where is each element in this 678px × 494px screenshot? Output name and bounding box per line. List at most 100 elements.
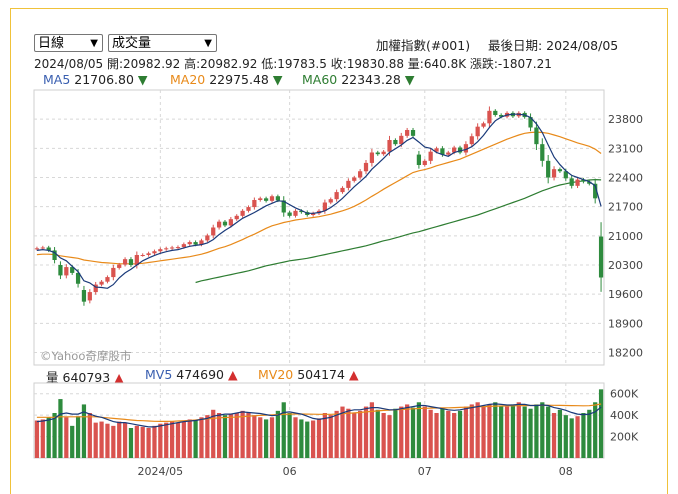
ma60-arrow: ▼ — [404, 72, 415, 87]
volume-bar — [598, 389, 604, 458]
price-plot-border — [33, 89, 605, 366]
candle-body — [169, 247, 175, 249]
candle-body — [546, 160, 551, 178]
date-tick-label: 07 — [418, 465, 432, 478]
price-tick-label: 21000 — [608, 230, 643, 243]
volume-bar — [563, 415, 568, 458]
candle-body — [140, 255, 145, 256]
volume-bar — [93, 422, 98, 458]
volume-bar — [140, 426, 145, 458]
volume-bar — [334, 410, 339, 458]
volume-bar — [305, 421, 310, 458]
volume-bars — [34, 389, 604, 458]
mv5-legend: MV5 474690 ▲ — [145, 367, 238, 382]
candle-body — [58, 265, 63, 276]
chevron-down-icon: ▼ — [204, 38, 212, 49]
volume-bar — [34, 420, 40, 458]
price-tick-label: 22400 — [608, 172, 643, 185]
volume-bar — [569, 418, 574, 458]
candle-body — [134, 255, 139, 265]
price-tick-label: 21700 — [608, 201, 643, 214]
volume-bar — [40, 419, 45, 458]
candle-body — [393, 140, 398, 145]
candle-body — [287, 212, 292, 216]
candle-body — [334, 192, 339, 200]
price-tick-label: 18900 — [608, 317, 643, 330]
candle-body — [346, 180, 351, 188]
candle-body — [117, 264, 122, 268]
volume-bar — [475, 402, 480, 458]
volume-bar — [146, 428, 151, 458]
ma20-label: MA20 — [170, 72, 206, 87]
candle-body — [205, 235, 210, 241]
candle-body — [352, 177, 357, 181]
candle-body — [475, 126, 480, 137]
volume-bar — [534, 404, 539, 458]
volume-bar — [510, 404, 516, 458]
price-tick-label: 23100 — [608, 142, 643, 155]
vol-value: 640793 — [62, 370, 111, 385]
price-tick-label: 23800 — [608, 113, 643, 126]
volume-bar — [216, 413, 222, 458]
volume-bar — [322, 413, 327, 458]
candle-body — [428, 151, 433, 161]
candle-body — [81, 290, 87, 302]
candle-body — [446, 152, 451, 155]
period-select[interactable]: 日線 ▼ — [34, 34, 103, 52]
volume-bar — [516, 402, 521, 458]
candle-body — [263, 198, 269, 201]
price-tick-label: 18200 — [608, 347, 643, 360]
volume-bar — [269, 417, 275, 458]
volume-bar — [522, 406, 527, 458]
volume-bar — [393, 408, 398, 458]
volume-bar — [193, 420, 198, 458]
candle-body — [340, 187, 345, 193]
volume-bar — [469, 404, 474, 458]
candle-body — [52, 250, 57, 260]
ohlc-summary: 2024/08/05 開:20982.92 高:20982.92 低:19783… — [34, 57, 552, 71]
last-date: 最後日期: 2024/08/05 — [488, 38, 619, 53]
price-tick-label: 19600 — [608, 288, 643, 301]
volume-bar — [293, 417, 298, 458]
volume-bar — [246, 413, 251, 458]
candle-body — [422, 160, 427, 165]
volume-bar — [152, 425, 157, 458]
volume-bar — [487, 404, 492, 458]
volume-bar — [52, 413, 57, 458]
candle-body — [111, 267, 116, 278]
indicator-select[interactable]: 成交量 ▼ — [108, 34, 217, 52]
volume-bar — [311, 420, 316, 458]
volume-bar — [463, 406, 469, 458]
ma20-legend: MA20 22975.48 ▼ — [170, 72, 283, 87]
candle-body — [299, 210, 304, 213]
mv20-arrow: ▲ — [348, 367, 359, 382]
candle-body — [128, 259, 134, 265]
candle-body — [399, 135, 404, 145]
candle-body — [252, 200, 257, 208]
candle-body — [40, 247, 45, 249]
candle-body — [540, 144, 545, 161]
date-tick-label: 2024/05 — [137, 465, 183, 478]
candle-body — [164, 248, 169, 250]
volume-bar — [581, 413, 586, 458]
mv20-line — [36, 403, 602, 422]
candle-body — [410, 130, 416, 136]
volume-bar — [222, 415, 228, 458]
candles — [34, 106, 604, 306]
volume-bar — [263, 419, 269, 458]
volume-bar — [369, 402, 375, 458]
candle-body — [569, 178, 574, 186]
ma5-value: 21706.80 — [74, 72, 134, 87]
volume-bar — [275, 410, 280, 458]
candle-body — [240, 210, 245, 216]
candle-body — [493, 110, 498, 115]
volume-bar — [405, 404, 410, 458]
volume-bar — [387, 415, 392, 458]
candle-body — [152, 251, 157, 254]
volume-bar — [252, 415, 257, 458]
volume-bar — [46, 417, 51, 458]
candle-body — [499, 115, 504, 117]
candle-body — [328, 199, 333, 203]
candle-body — [234, 215, 239, 220]
chart-frame — [10, 8, 668, 494]
